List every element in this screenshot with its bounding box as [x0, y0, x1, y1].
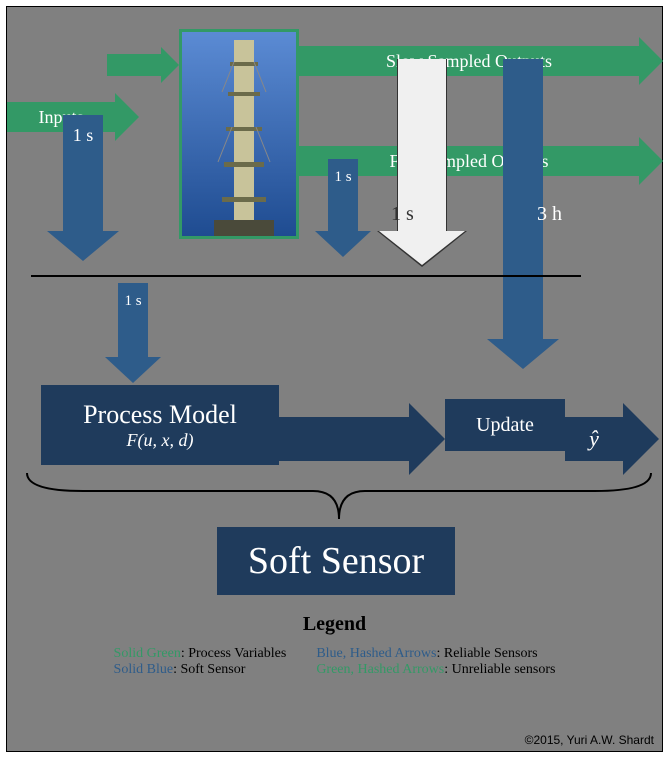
legend-item: Blue, Hashed Arrows: Reliable Sensors — [316, 646, 555, 662]
legend: Legend Solid Green: Process Variables So… — [7, 613, 662, 678]
yhat-arrow: ŷ — [565, 403, 659, 475]
model-to-update-arrow — [279, 403, 445, 475]
legend-item: Solid Green: Process Variables — [114, 646, 287, 662]
yhat-label: ŷ — [589, 426, 599, 452]
soft-sensor-box: Soft Sensor — [217, 527, 455, 595]
arrow-to-tower — [107, 47, 179, 83]
slow-outputs-arrow: Slow Sampled Outputs — [299, 37, 663, 85]
unreliable-down-arrow — [377, 59, 467, 267]
to-model-timing: 1 s — [124, 293, 141, 310]
unreliable-timing: 1 s — [391, 203, 414, 226]
update-box: Update — [445, 399, 565, 451]
to-model-arrow: 1 s — [105, 283, 161, 383]
separator-line — [31, 275, 581, 277]
legend-columns: Solid Green: Process Variables Solid Blu… — [7, 646, 662, 678]
input-down-arrow: 1 s — [47, 115, 119, 261]
update-label: Update — [476, 414, 534, 437]
input-down-timing: 1 s — [73, 125, 94, 146]
process-model-title: Process Model — [83, 400, 237, 430]
legend-item: Green, Hashed Arrows: Unreliable sensors — [316, 662, 555, 678]
diagram-frame: Inputs Slow Sampled Outputs Fast Sampled… — [6, 6, 663, 752]
soft-sensor-label: Soft Sensor — [248, 539, 424, 583]
fast-down-arrow: 1 s — [315, 159, 371, 257]
tower-svg — [182, 32, 299, 239]
curly-brace — [23, 471, 655, 523]
legend-item: Solid Blue: Soft Sensor — [114, 662, 287, 678]
legend-title: Legend — [7, 613, 662, 636]
process-model-box: Process Model F(u, x, d) — [41, 385, 279, 465]
slow-down-timing: 3 h — [537, 203, 562, 226]
fast-down-timing: 1 s — [334, 169, 351, 186]
copyright-text: ©2015, Yuri A.W. Shardt — [525, 733, 654, 747]
distillation-tower-image — [179, 29, 299, 239]
process-model-subtitle: F(u, x, d) — [127, 430, 194, 451]
